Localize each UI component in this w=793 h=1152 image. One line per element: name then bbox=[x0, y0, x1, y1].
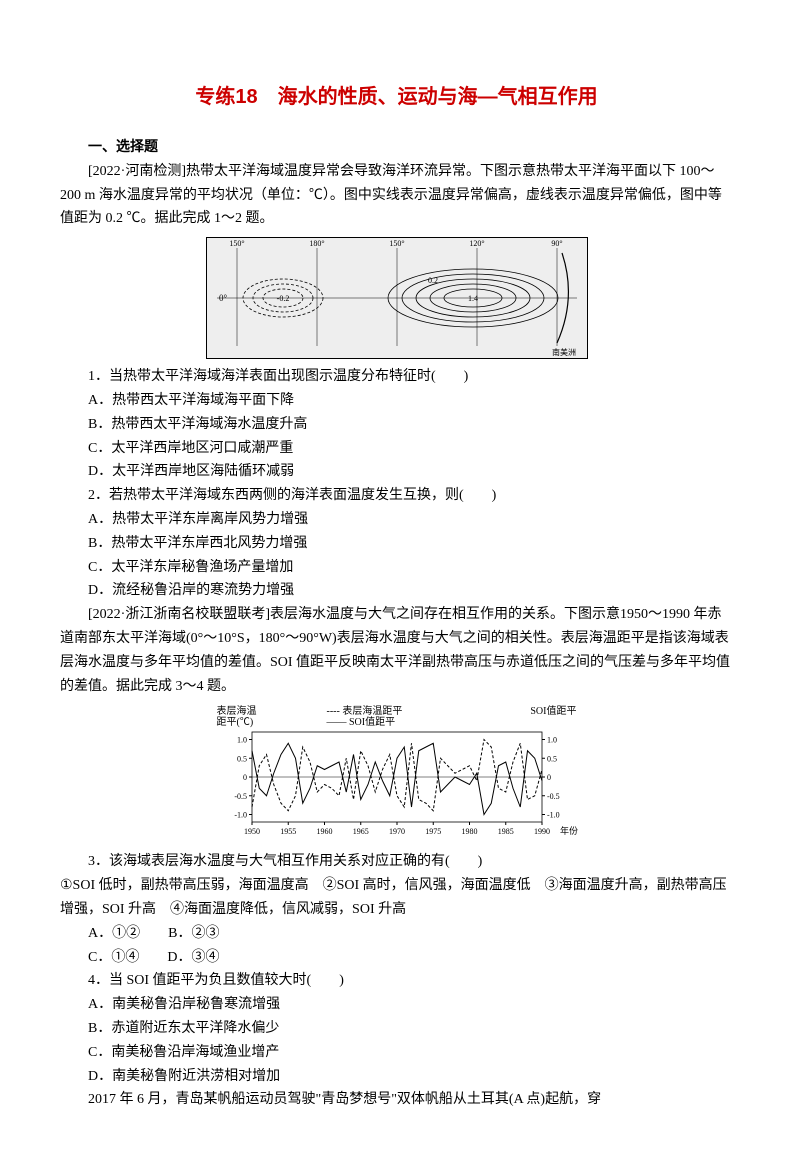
svg-text:0.5: 0.5 bbox=[237, 755, 247, 764]
q1-c: C．太平洋西岸地区河口咸潮严重 bbox=[60, 437, 733, 461]
svg-text:1.0: 1.0 bbox=[547, 736, 557, 745]
svg-text:1970: 1970 bbox=[389, 827, 405, 836]
svg-text:年份: 年份 bbox=[560, 825, 578, 836]
section-heading: 一、选择题 bbox=[60, 136, 733, 160]
svg-text:1980: 1980 bbox=[461, 827, 477, 836]
q3-c: C．①④ D．③④ bbox=[60, 946, 733, 970]
svg-text:0: 0 bbox=[547, 773, 551, 782]
q1-stem: 1．当热带太平洋海域海洋表面出现图示温度分布特征时( ) bbox=[60, 365, 733, 389]
svg-text:1960: 1960 bbox=[316, 827, 332, 836]
svg-text:180°: 180° bbox=[309, 239, 324, 248]
trailing-text: 2017 年 6 月，青岛某帆船运动员驾驶"青岛梦想号"双体帆船从土耳其(A 点… bbox=[60, 1088, 733, 1112]
map-svg: 150° 180° 150° 120° 90° 0° 1.4 0.2 -0.2 南美洲 bbox=[207, 238, 587, 358]
svg-text:0°: 0° bbox=[219, 293, 228, 303]
svg-text:150°: 150° bbox=[389, 239, 404, 248]
svg-text:1965: 1965 bbox=[352, 827, 368, 836]
legend-dashed: ---- 表层海温距平 bbox=[327, 706, 403, 717]
svg-text:90°: 90° bbox=[551, 239, 562, 248]
q4-stem: 4．当 SOI 值距平为负且数值较大时( ) bbox=[60, 969, 733, 993]
q1-d: D．太平洋西岸地区海陆循环减弱 bbox=[60, 460, 733, 484]
intro-1: [2022·河南检测]热带太平洋海域温度异常会导致海洋环流异常。下图示意热带太平… bbox=[60, 160, 733, 231]
svg-text:0: 0 bbox=[243, 773, 247, 782]
soi-chart-figure: 表层海温 距平(℃) ---- 表层海温距平 —— SOI值距平 SOI值距平 … bbox=[207, 704, 587, 844]
q3-options-line: ①SOI 低时，副热带高压弱，海面温度高 ②SOI 高时，信风强，海面温度低 ③… bbox=[60, 874, 733, 922]
svg-text:120°: 120° bbox=[469, 239, 484, 248]
legend-solid: —— SOI值距平 bbox=[327, 717, 396, 728]
q2-a: A．热带太平洋东岸离岸风势力增强 bbox=[60, 508, 733, 532]
svg-text:1990: 1990 bbox=[534, 827, 550, 836]
left-axis-label: 表层海温 距平(℃) bbox=[217, 706, 257, 728]
svg-text:-0.2: -0.2 bbox=[276, 294, 289, 303]
svg-text:0.5: 0.5 bbox=[547, 755, 557, 764]
q2-stem: 2．若热带太平洋海域东西两侧的海洋表面温度发生互换，则( ) bbox=[60, 484, 733, 508]
svg-text:1.4: 1.4 bbox=[468, 294, 478, 303]
q3-a: A．①② B．②③ bbox=[60, 922, 733, 946]
svg-text:1985: 1985 bbox=[497, 827, 513, 836]
page-title: 专练18 海水的性质、运动与海—气相互作用 bbox=[60, 80, 733, 114]
svg-text:-1.0: -1.0 bbox=[547, 811, 560, 820]
intro-2: [2022·浙江浙南名校联盟联考]表层海水温度与大气之间存在相互作用的关系。下图… bbox=[60, 603, 733, 698]
svg-text:1975: 1975 bbox=[425, 827, 441, 836]
right-axis-label: SOI值距平 bbox=[530, 706, 576, 717]
q1-b: B．热带西太平洋海域海水温度升高 bbox=[60, 413, 733, 437]
page: 专练18 海水的性质、运动与海—气相互作用 一、选择题 [2022·河南检测]热… bbox=[0, 0, 793, 1152]
q4-a: A．南美秘鲁沿岸秘鲁寒流增强 bbox=[60, 993, 733, 1017]
svg-text:1955: 1955 bbox=[280, 827, 296, 836]
svg-text:南美洲: 南美洲 bbox=[552, 347, 576, 357]
svg-text:150°: 150° bbox=[229, 239, 244, 248]
svg-text:1.0: 1.0 bbox=[237, 736, 247, 745]
pacific-map-figure: 150° 180° 150° 120° 90° 0° 1.4 0.2 -0.2 南美洲 bbox=[206, 237, 588, 359]
svg-text:1950: 1950 bbox=[244, 827, 260, 836]
q4-c: C．南美秘鲁沿岸海域渔业增产 bbox=[60, 1041, 733, 1065]
svg-text:-0.5: -0.5 bbox=[547, 792, 560, 801]
chart-legend: ---- 表层海温距平 —— SOI值距平 bbox=[327, 706, 403, 728]
q3-stem: 3．该海域表层海水温度与大气相互作用关系对应正确的有( ) bbox=[60, 850, 733, 874]
svg-text:-1.0: -1.0 bbox=[234, 811, 247, 820]
q1-a: A．热带西太平洋海域海平面下降 bbox=[60, 389, 733, 413]
q2-c: C．太平洋东岸秘鲁渔场产量增加 bbox=[60, 556, 733, 580]
q2-b: B．热带太平洋东岸西北风势力增强 bbox=[60, 532, 733, 556]
q2-d: D．流经秘鲁沿岸的寒流势力增强 bbox=[60, 579, 733, 603]
q4-d: D．南美秘鲁附近洪涝相对增加 bbox=[60, 1065, 733, 1089]
svg-text:0.2: 0.2 bbox=[428, 276, 438, 285]
svg-text:-0.5: -0.5 bbox=[234, 792, 247, 801]
left-axis-label-1: 表层海温 bbox=[217, 706, 257, 717]
left-axis-label-2: 距平(℃) bbox=[217, 717, 254, 728]
q4-b: B．赤道附近东太平洋降水偏少 bbox=[60, 1017, 733, 1041]
